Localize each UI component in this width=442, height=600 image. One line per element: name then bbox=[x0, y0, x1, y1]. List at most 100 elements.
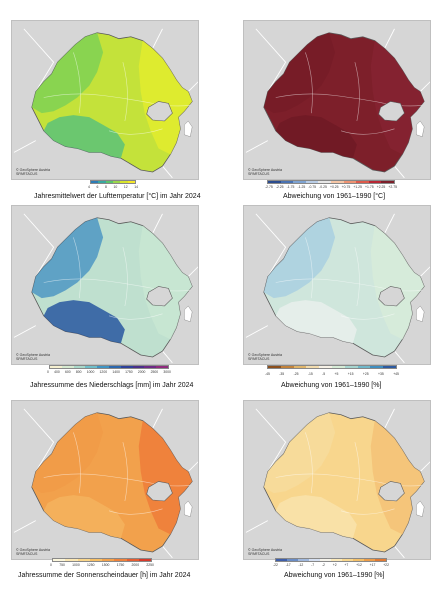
colorbar-swatch bbox=[287, 559, 298, 561]
lake bbox=[184, 500, 193, 517]
river-line bbox=[108, 128, 163, 135]
country-border bbox=[394, 165, 405, 179]
colorbar-swatch bbox=[97, 366, 109, 368]
colorbar-tick-label: +2.75 bbox=[388, 185, 397, 189]
country-border bbox=[245, 520, 268, 533]
colorbar-tick-label: +35 bbox=[378, 372, 384, 376]
vienna-area bbox=[378, 481, 405, 502]
colorbar-tick-label: -7 bbox=[311, 563, 315, 567]
colorbar-tick-label: 1200 bbox=[99, 370, 108, 374]
river-line bbox=[305, 52, 313, 114]
vienna-area bbox=[378, 286, 405, 307]
colorbar-swatch bbox=[268, 181, 281, 183]
vienna-area bbox=[146, 101, 173, 122]
region-south bbox=[275, 115, 357, 159]
country-border bbox=[384, 28, 395, 49]
colorbar-tick-label: 1000 bbox=[72, 563, 80, 567]
country-border bbox=[13, 520, 36, 533]
colorbar-tick-label: -0.75 bbox=[308, 185, 317, 189]
colorbar-ticks-sunshine-anomaly: -22 -17 -12 -7 -2 +2 +7 +12 +17 +22 bbox=[273, 563, 389, 567]
river-line bbox=[43, 93, 191, 107]
colorbar-swatch bbox=[280, 181, 294, 183]
colorbar-swatch bbox=[344, 366, 358, 368]
region-east bbox=[138, 40, 193, 155]
colorbar-sunshine-anomaly bbox=[275, 558, 387, 562]
caption-temperature-anomaly: Abweichung von 1961–1990 [°C] bbox=[283, 193, 386, 200]
map-temperature-anomaly bbox=[245, 28, 430, 179]
colorbar-tick-label: -25 bbox=[293, 372, 299, 376]
colorbar-swatch bbox=[127, 181, 135, 183]
river-line bbox=[108, 508, 163, 515]
map-credit: © GeoSphere Austria SPARTACUS bbox=[248, 167, 283, 176]
colorbar-tick-label: -5 bbox=[322, 372, 326, 376]
map-credit: © GeoSphere Austria SPARTACUS bbox=[16, 352, 51, 361]
country-border bbox=[394, 545, 405, 559]
country-border bbox=[23, 213, 55, 277]
river-line bbox=[122, 62, 128, 122]
colorbar-swatch bbox=[309, 559, 320, 561]
colorbar-tick-label: -35 bbox=[279, 372, 285, 376]
map-credit: © GeoSphere Austria SPARTACUS bbox=[16, 167, 51, 176]
country-border bbox=[245, 140, 268, 153]
country-border bbox=[187, 461, 198, 472]
colorbar-tick-label: 6 bbox=[96, 185, 99, 189]
colorbar-swatch bbox=[293, 366, 307, 368]
river-line bbox=[275, 278, 423, 292]
colorbar-tick-label: -22 bbox=[273, 563, 278, 567]
colorbar-tick-label: +5 bbox=[334, 372, 339, 376]
colorbar-tick-label: +0.75 bbox=[341, 185, 351, 189]
colorbar-swatch bbox=[306, 366, 320, 368]
country-border bbox=[394, 350, 405, 364]
colorbar-tick-label: 10 bbox=[113, 185, 118, 189]
country-border bbox=[245, 325, 268, 338]
region-south bbox=[275, 495, 357, 539]
colorbar-swatch bbox=[126, 559, 139, 561]
caption-temperature: Jahresmittelwert der Lufttemperatur [°C]… bbox=[34, 193, 201, 200]
colorbar-swatch bbox=[298, 559, 309, 561]
river-line bbox=[43, 278, 191, 292]
colorbar-tick-label: 2000 bbox=[131, 563, 140, 567]
colorbar-swatch bbox=[105, 181, 113, 183]
country-border bbox=[162, 350, 173, 364]
country-border bbox=[152, 213, 163, 234]
caption-sunshine: Jahressumme der Sonnenscheindauer [h] im… bbox=[18, 572, 191, 579]
colorbar-tick-label: 1500 bbox=[101, 563, 110, 567]
map-panel-precipitation: © GeoSphere Austria SPARTACUS bbox=[11, 205, 199, 365]
country-border bbox=[255, 28, 287, 92]
colorbar-swatch bbox=[138, 559, 151, 561]
region-east bbox=[138, 420, 193, 535]
river-line bbox=[73, 237, 81, 299]
colorbar-swatch bbox=[280, 366, 294, 368]
country-border bbox=[23, 408, 55, 472]
river-line bbox=[305, 237, 313, 299]
colorbar-ticks-precipitation-anomaly: -45 -35 -25 -15 -5 +5 +15 +25 +35 +45 bbox=[265, 372, 399, 376]
country-border bbox=[255, 213, 287, 277]
region-west bbox=[31, 412, 104, 494]
colorbar-tick-label: +12 bbox=[356, 563, 362, 567]
map-panel-temperature: © GeoSphere Austria SPARTACUS bbox=[11, 20, 199, 180]
colorbar-tick-label: 800 bbox=[75, 370, 82, 374]
river-line bbox=[108, 313, 163, 320]
colorbar-swatch bbox=[319, 366, 332, 368]
colorbar-tick-label: +7 bbox=[344, 563, 349, 567]
colorbar-temperature-anomaly bbox=[267, 180, 395, 184]
colorbar-swatch bbox=[73, 366, 86, 368]
region-south bbox=[43, 115, 125, 159]
colorbar-tick-label: +0.25 bbox=[329, 185, 339, 189]
colorbar-tick-label: -45 bbox=[265, 372, 270, 376]
country-border bbox=[152, 28, 163, 49]
colorbar-swatch bbox=[370, 366, 384, 368]
colorbar-swatch bbox=[375, 559, 386, 561]
colorbar-swatch bbox=[114, 559, 127, 561]
colorbar-tick-label: +2 bbox=[332, 563, 337, 567]
country-border bbox=[419, 461, 430, 472]
colorbar-precipitation-anomaly bbox=[267, 365, 397, 369]
colorbar-swatch bbox=[65, 559, 78, 561]
country-border bbox=[255, 408, 287, 472]
colorbar-tick-label: 1400 bbox=[112, 370, 120, 374]
colorbar-swatch bbox=[144, 366, 157, 368]
region-west bbox=[263, 217, 336, 299]
colorbar-ticks-precipitation: 0 400 600 800 1000 1200 1400 1750 2000 2500 3000 bbox=[47, 370, 171, 374]
country-border bbox=[13, 140, 36, 153]
river-line bbox=[354, 247, 360, 307]
